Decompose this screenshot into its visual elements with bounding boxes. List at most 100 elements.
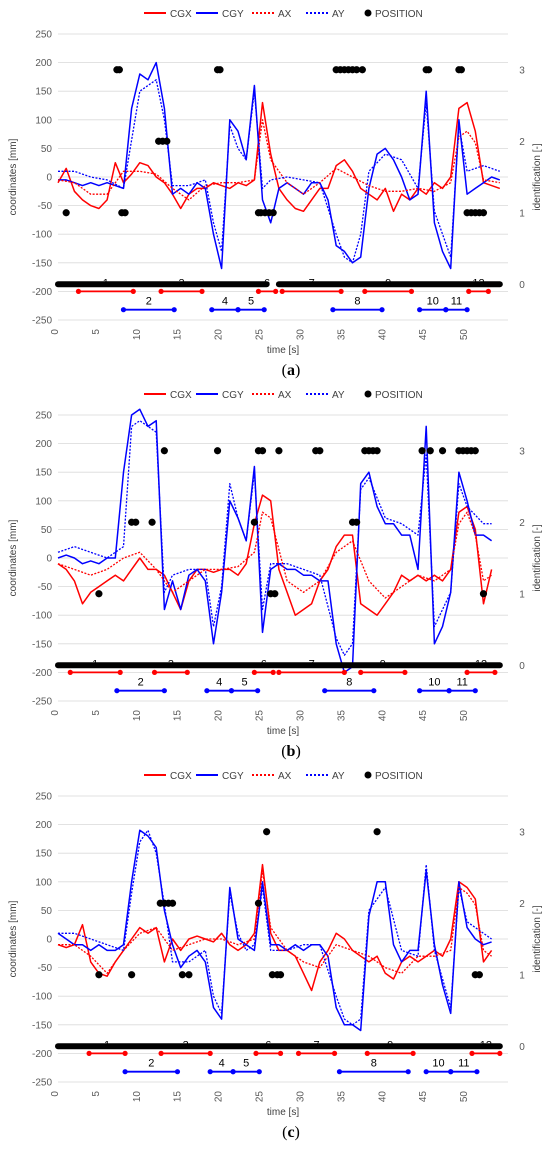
x-tick-label: 0 [50,1091,61,1097]
y-tick-label: 100 [35,496,52,507]
legend-label-cgx: CGX [170,390,192,401]
segment-label: 1 [104,1039,110,1051]
y-tick-label: 50 [41,525,53,536]
legend-label-ay: AY [332,9,345,20]
segment-end [171,307,177,313]
x-tick-label: 10 [132,329,143,341]
segment-end [402,669,408,675]
segment-marker-5: 5 [228,677,261,694]
segment-end [255,688,261,694]
segment-marker-9: 9 [362,277,415,294]
position-point [250,518,258,526]
position-point [254,899,263,907]
y-tick-label: -250 [32,1078,52,1089]
y2-tick-label: 1 [519,970,525,981]
position-point [353,66,361,74]
segment-end [485,288,491,294]
segment-end [472,688,478,694]
segment-start [230,1069,236,1075]
position-point [62,209,70,217]
segment-label: 8 [371,1058,377,1070]
segment-end [184,669,190,675]
position-point [148,518,156,526]
segment-end [464,307,470,313]
y-tick-label: 150 [35,87,52,98]
position-point [275,447,283,455]
segment-start [330,307,336,313]
chart-panel-a: CGX CGY AX AY POSITION-250-200-150-100-50050… [8,9,543,379]
y-tick-label: 200 [35,820,52,831]
segment-start [253,1050,259,1056]
x-tick-label: 15 [173,329,184,341]
x-tick-label: 35 [336,710,347,722]
y-tick-label: 250 [35,411,52,422]
x-axis-label: time [s] [267,345,299,356]
segment-end [341,669,347,675]
position-point [438,447,447,455]
segment-marker-1: 1 [86,1039,128,1056]
x-tick-label: 35 [336,329,347,341]
segment-start [255,288,262,294]
segment-start [448,1069,454,1075]
x-tick-label: 20 [214,710,225,722]
segment-marker-8: 8 [330,296,385,313]
segment-start [336,1069,343,1075]
y-tick-label: -50 [38,582,53,593]
caption-close: ) [295,1124,300,1141]
caption-open: ( [281,743,286,760]
series-cgy-line [57,829,492,1032]
segment-marker-3: 3 [158,277,205,294]
segment-start [235,307,241,313]
position-point [178,971,186,979]
x-tick-label: 30 [295,329,306,341]
series-cgy-line [58,61,501,270]
y2-tick-label: 0 [519,661,525,672]
segment-start [151,669,158,675]
y-tick-label: 200 [35,58,52,69]
segment-label: 2 [148,1058,154,1070]
segment-marker-11: 11 [446,677,478,694]
segment-marker-1: 1 [67,658,123,675]
position-point [216,66,224,74]
y-axis-label: coordinates [mm] [8,900,19,977]
position-point [373,828,381,836]
y2-tick-label: 2 [519,518,525,529]
position-point [316,447,324,455]
segment-end [474,1069,480,1075]
segment-start [228,688,235,694]
chart-panel-b: CGX CGY AX AY POSITION-250-200-150-100-50050… [8,390,543,760]
segment-label: 9 [385,277,391,289]
segment-label: 2 [138,677,144,689]
x-tick-label: 15 [173,710,184,722]
segment-end [497,1050,503,1056]
segment-start [443,307,449,313]
segment-marker-6: 6 [253,1039,284,1056]
y-tick-label: 250 [35,30,52,41]
position-point [457,66,465,74]
position-point [353,518,361,526]
y-tick-label: 100 [35,877,52,888]
y-tick-label: -50 [38,201,53,212]
segment-label: 7 [309,277,315,289]
x-tick-label: 50 [459,1091,470,1103]
segment-start [322,688,328,694]
segment-label: 1 [103,277,109,289]
segment-label: 5 [243,1058,249,1070]
x-tick-label: 15 [173,1091,184,1103]
segment-end [174,1069,181,1075]
segment-marker-9: 9 [358,658,408,675]
y-axis-label: coordinates [mm] [8,519,19,596]
segment-marker-5: 5 [235,296,267,313]
x-tick-label: 40 [377,710,388,722]
segment-label: 4 [216,677,222,689]
segment-label: 8 [346,677,352,689]
segment-end [408,288,415,294]
segment-start [295,1050,302,1056]
segment-start [114,688,120,694]
segment-label: 3 [183,1039,189,1051]
segment-end [338,288,344,294]
segment-start [251,669,257,675]
y-tick-label: -200 [32,668,52,679]
segment-label: 11 [456,677,467,689]
segment-start [204,688,210,694]
